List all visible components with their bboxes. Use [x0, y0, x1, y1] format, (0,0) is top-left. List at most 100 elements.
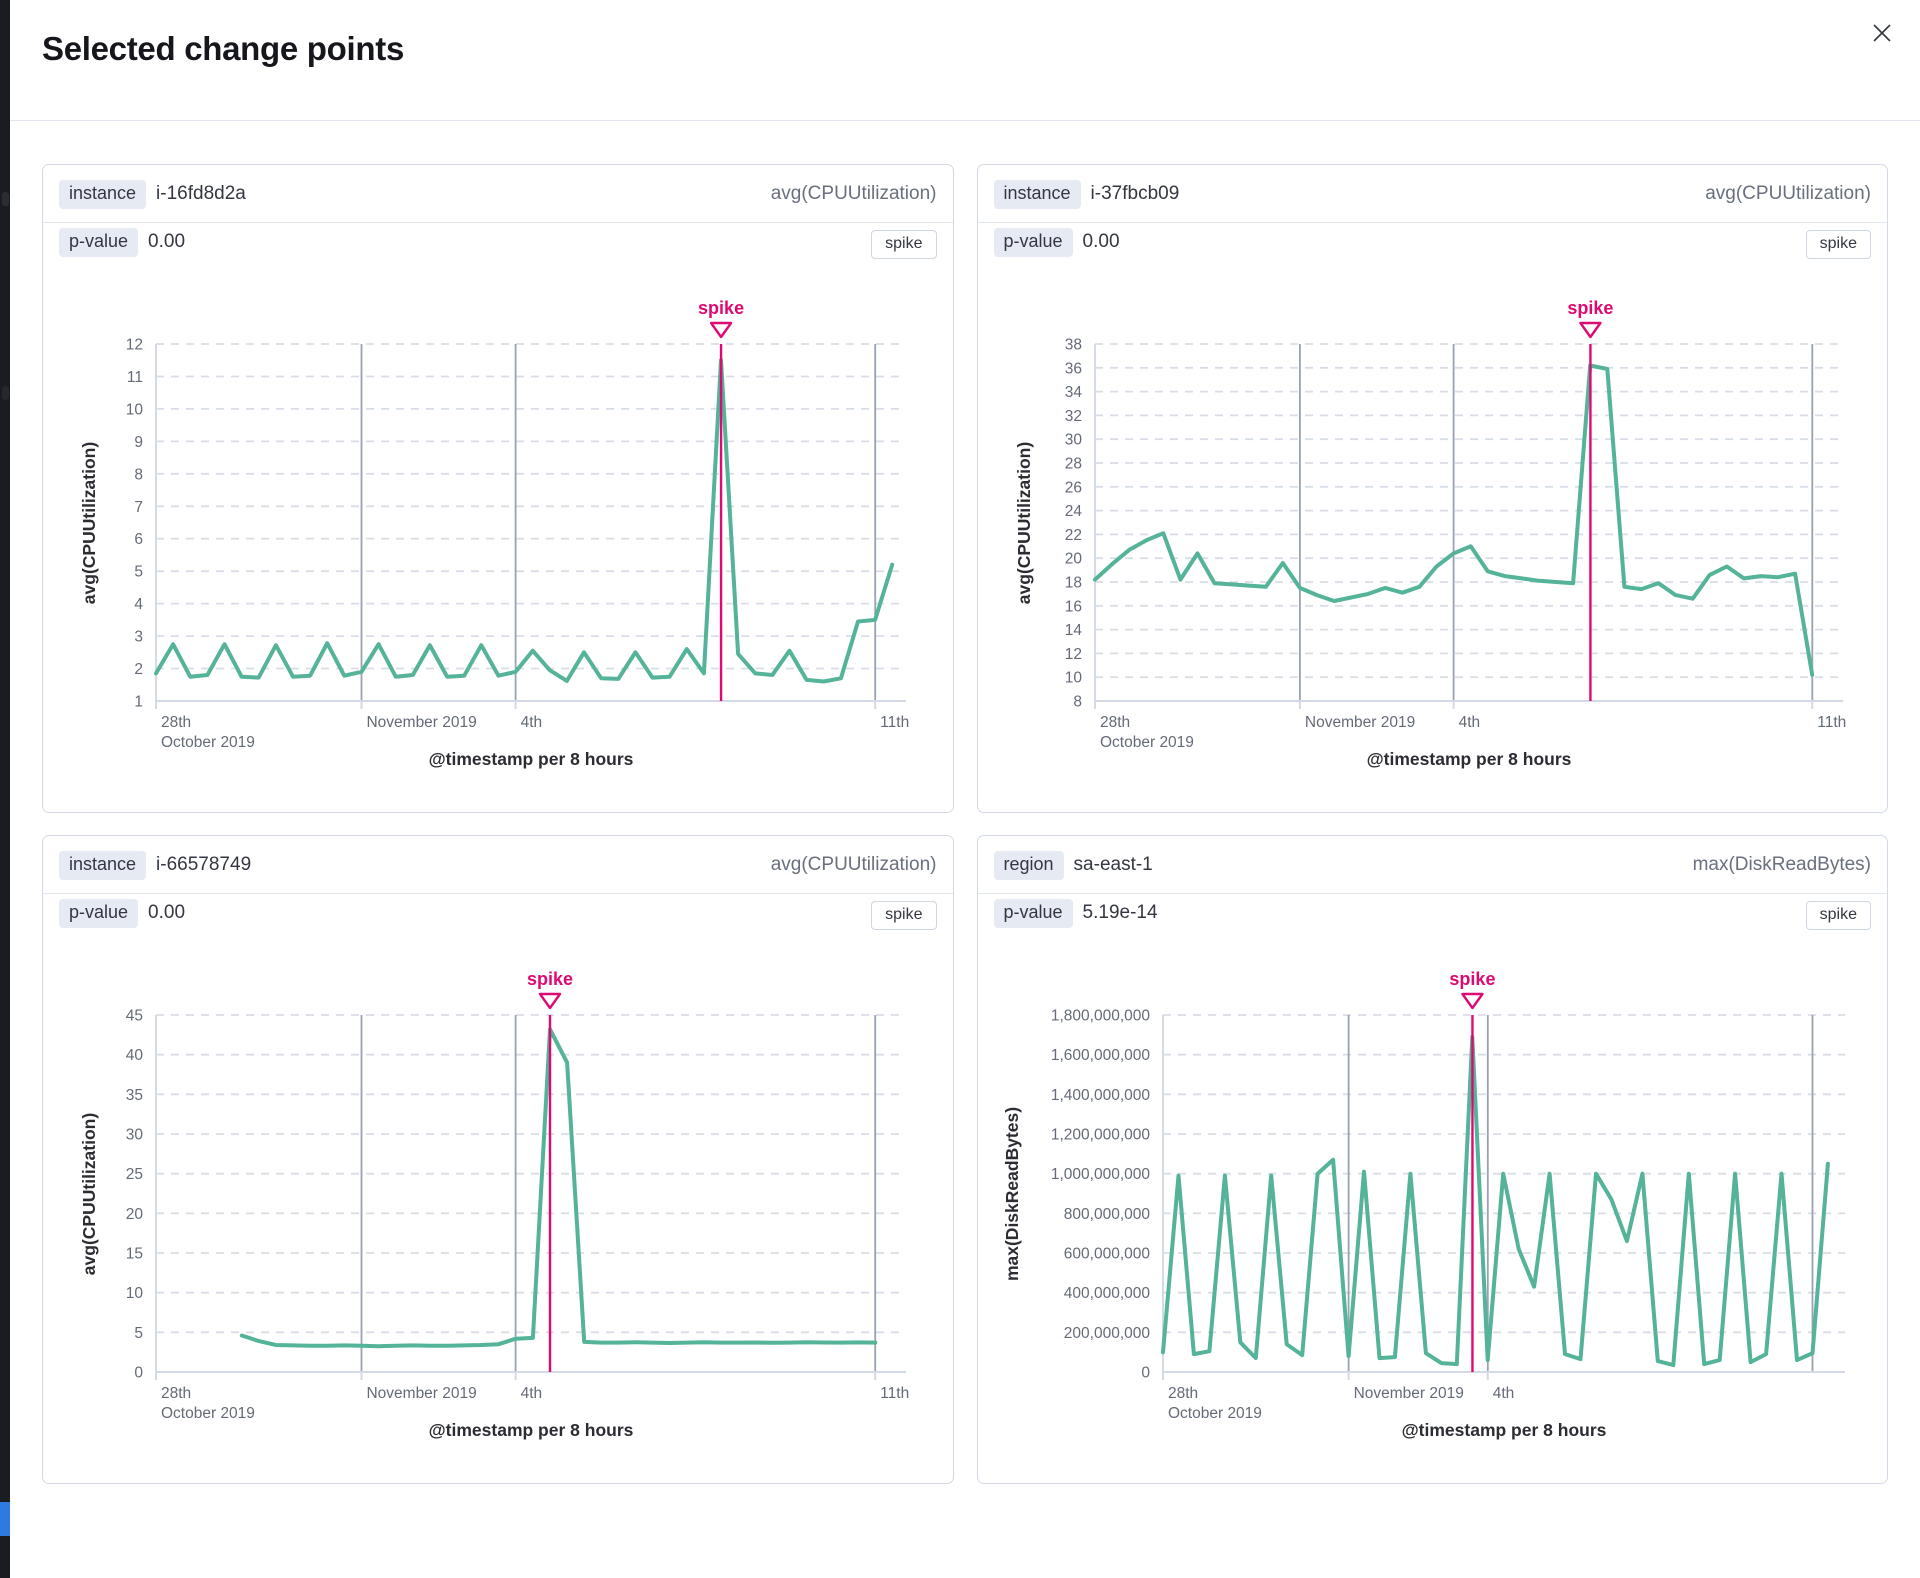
svg-text:3: 3 — [134, 629, 143, 646]
app-nav-active-indicator — [0, 1502, 10, 1536]
svg-text:9: 9 — [134, 434, 143, 451]
svg-text:800,000,000: 800,000,000 — [1063, 1206, 1150, 1223]
field-value: i-66578749 — [156, 854, 252, 876]
svg-text:0: 0 — [134, 1365, 143, 1382]
svg-text:@timestamp per 8 hours: @timestamp per 8 hours — [1401, 1420, 1606, 1440]
change-point-chart: 0 5 10 15 20 25 30 35 40 45 28th October 2019 Novemb… — [43, 908, 953, 1483]
svg-text:avg(CPUUtilization): avg(CPUUtilization) — [79, 442, 99, 604]
svg-text:26: 26 — [1064, 479, 1081, 496]
close-flyout-button[interactable] — [1862, 14, 1902, 54]
svg-text:28th: 28th — [1168, 1385, 1198, 1402]
svg-text:7: 7 — [134, 499, 143, 516]
svg-text:@timestamp per 8 hours: @timestamp per 8 hours — [1366, 749, 1571, 769]
close-icon — [1869, 23, 1895, 49]
svg-text:spike: spike — [1449, 969, 1495, 989]
svg-text:18: 18 — [1064, 575, 1081, 592]
p-value-badge: p-value — [993, 899, 1073, 928]
svg-text:spike: spike — [1567, 298, 1613, 318]
svg-text:1,200,000,000: 1,200,000,000 — [1050, 1127, 1150, 1144]
p-value-badge: p-value — [59, 228, 139, 257]
svg-text:avg(CPUUtilization): avg(CPUUtilization) — [79, 1113, 99, 1275]
svg-text:October 2019: October 2019 — [161, 1405, 255, 1422]
p-value: 5.19e-14 — [1082, 902, 1158, 924]
app-nav-icon — [2, 386, 9, 400]
svg-text:16: 16 — [1064, 598, 1081, 615]
svg-text:14: 14 — [1064, 622, 1082, 639]
change-points-flyout: Selected change points instance i-16fd8d… — [10, 0, 1920, 1578]
svg-text:11th: 11th — [1817, 714, 1846, 731]
change-point-grid: instance i-16fd8d2a avg(CPUUtilization) … — [42, 164, 1888, 1484]
change-point-chart: 0 200,000,000 400,000,000 600,000,000 800,00… — [978, 908, 1888, 1483]
svg-text:November 2019: November 2019 — [1353, 1385, 1463, 1402]
svg-text:28th: 28th — [161, 1385, 191, 1402]
p-value-badge: p-value — [993, 228, 1073, 257]
svg-text:6: 6 — [134, 531, 143, 548]
svg-text:@timestamp per 8 hours: @timestamp per 8 hours — [429, 749, 634, 769]
p-value: 0.00 — [148, 231, 186, 253]
svg-text:35: 35 — [126, 1087, 143, 1104]
field-name-badge: instance — [993, 180, 1081, 209]
change-type-badge[interactable]: spike — [1805, 230, 1871, 259]
metric-label: avg(CPUUtilization) — [770, 854, 937, 876]
svg-text:15: 15 — [126, 1246, 143, 1263]
svg-text:25: 25 — [126, 1166, 143, 1183]
panel-header: instance i-66578749 avg(CPUUtilization) — [43, 836, 953, 894]
svg-text:36: 36 — [1064, 360, 1081, 377]
svg-text:10: 10 — [1064, 670, 1082, 687]
svg-text:34: 34 — [1064, 384, 1082, 401]
change-point-panel: region sa-east-1 max(DiskReadBytes) p-va… — [976, 835, 1888, 1484]
field-name-badge: region — [993, 851, 1064, 880]
svg-text:October 2019: October 2019 — [161, 734, 255, 751]
svg-text:200,000,000: 200,000,000 — [1063, 1325, 1150, 1342]
field-value: i-37fbcb09 — [1090, 183, 1180, 205]
field-name-badge: instance — [59, 180, 147, 209]
svg-text:12: 12 — [1064, 646, 1081, 663]
svg-text:5: 5 — [134, 1325, 143, 1342]
p-value-row: p-value 0.00 — [993, 228, 1120, 257]
svg-text:40: 40 — [126, 1047, 144, 1064]
p-value-row: p-value 0.00 — [59, 899, 185, 928]
svg-text:11th: 11th — [880, 1385, 909, 1402]
svg-text:1,400,000,000: 1,400,000,000 — [1050, 1087, 1150, 1104]
svg-text:28th: 28th — [1100, 714, 1130, 731]
svg-text:10: 10 — [126, 401, 144, 418]
svg-text:avg(CPUUtilization): avg(CPUUtilization) — [1014, 442, 1034, 604]
p-value-badge: p-value — [59, 899, 139, 928]
change-point-panel: instance i-37fbcb09 avg(CPUUtilization) … — [976, 164, 1888, 813]
change-point-panel: instance i-66578749 avg(CPUUtilization) … — [42, 835, 954, 1484]
svg-text:400,000,000: 400,000,000 — [1063, 1285, 1150, 1302]
app-background-edge — [0, 0, 10, 1578]
svg-text:28th: 28th — [161, 714, 191, 731]
svg-text:4th: 4th — [521, 1385, 543, 1402]
p-value-row: p-value 5.19e-14 — [993, 899, 1158, 928]
svg-text:20: 20 — [126, 1206, 144, 1223]
svg-text:2: 2 — [134, 661, 143, 678]
metric-label: avg(CPUUtilization) — [770, 183, 937, 205]
panel-header: instance i-37fbcb09 avg(CPUUtilization) — [977, 165, 1887, 223]
svg-text:24: 24 — [1064, 503, 1082, 520]
svg-text:10: 10 — [126, 1285, 144, 1302]
panel-header: region sa-east-1 max(DiskReadBytes) — [977, 836, 1887, 894]
svg-text:11: 11 — [127, 369, 143, 386]
svg-text:spike: spike — [527, 969, 573, 989]
change-type-badge[interactable]: spike — [871, 901, 937, 930]
field-value: sa-east-1 — [1073, 854, 1153, 876]
svg-text:October 2019: October 2019 — [1100, 734, 1194, 751]
change-type-badge[interactable]: spike — [871, 230, 937, 259]
field-name-badge: instance — [59, 851, 147, 880]
change-point-chart: 8 10 12 14 16 18 20 22 24 26 28 30 32 34 36 38 28th Octob… — [978, 237, 1888, 812]
app-nav-icon — [2, 192, 9, 206]
svg-text:4th: 4th — [1492, 1385, 1514, 1402]
svg-text:5: 5 — [134, 564, 143, 581]
page-title: Selected change points — [42, 30, 404, 67]
svg-text:November 2019: November 2019 — [1304, 714, 1414, 731]
svg-text:20: 20 — [1064, 551, 1082, 568]
p-value-row: p-value 0.00 — [59, 228, 185, 257]
svg-text:8: 8 — [134, 466, 143, 483]
svg-text:4th: 4th — [1458, 714, 1480, 731]
change-type-badge[interactable]: spike — [1805, 901, 1871, 930]
svg-text:22: 22 — [1064, 527, 1081, 544]
flyout-header: Selected change points — [10, 0, 1920, 121]
svg-text:11th: 11th — [880, 714, 909, 731]
p-value: 0.00 — [148, 902, 186, 924]
